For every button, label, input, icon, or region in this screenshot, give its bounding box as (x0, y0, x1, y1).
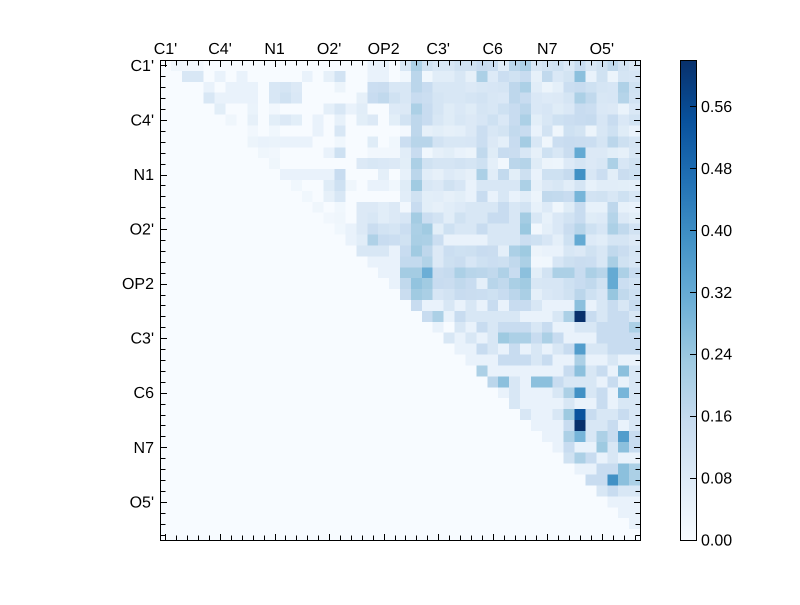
svg-text:0.08: 0.08 (701, 471, 732, 488)
svg-text:C1': C1' (130, 58, 154, 75)
svg-text:0.40: 0.40 (701, 223, 732, 240)
svg-text:0.48: 0.48 (701, 161, 732, 178)
svg-text:C1': C1' (154, 41, 178, 58)
svg-text:0.56: 0.56 (701, 99, 732, 116)
svg-text:N1: N1 (134, 167, 155, 184)
svg-text:0.24: 0.24 (701, 347, 732, 364)
svg-text:0.16: 0.16 (701, 409, 732, 426)
svg-text:0.32: 0.32 (701, 285, 732, 302)
svg-text:C3': C3' (130, 331, 154, 348)
svg-text:C6: C6 (483, 41, 504, 58)
svg-text:OP2: OP2 (368, 41, 400, 58)
svg-text:O5': O5' (590, 41, 614, 58)
svg-text:C4': C4' (208, 41, 232, 58)
svg-text:0.00: 0.00 (701, 533, 732, 550)
svg-text:O2': O2' (317, 41, 341, 58)
svg-text:O5': O5' (130, 494, 154, 511)
svg-text:N7: N7 (134, 440, 155, 457)
svg-text:C4': C4' (130, 113, 154, 130)
svg-text:N7: N7 (537, 41, 558, 58)
svg-text:C6: C6 (134, 385, 155, 402)
svg-text:C3': C3' (426, 41, 450, 58)
svg-text:O2': O2' (130, 222, 154, 239)
svg-text:N1: N1 (264, 41, 285, 58)
svg-text:OP2: OP2 (122, 276, 154, 293)
